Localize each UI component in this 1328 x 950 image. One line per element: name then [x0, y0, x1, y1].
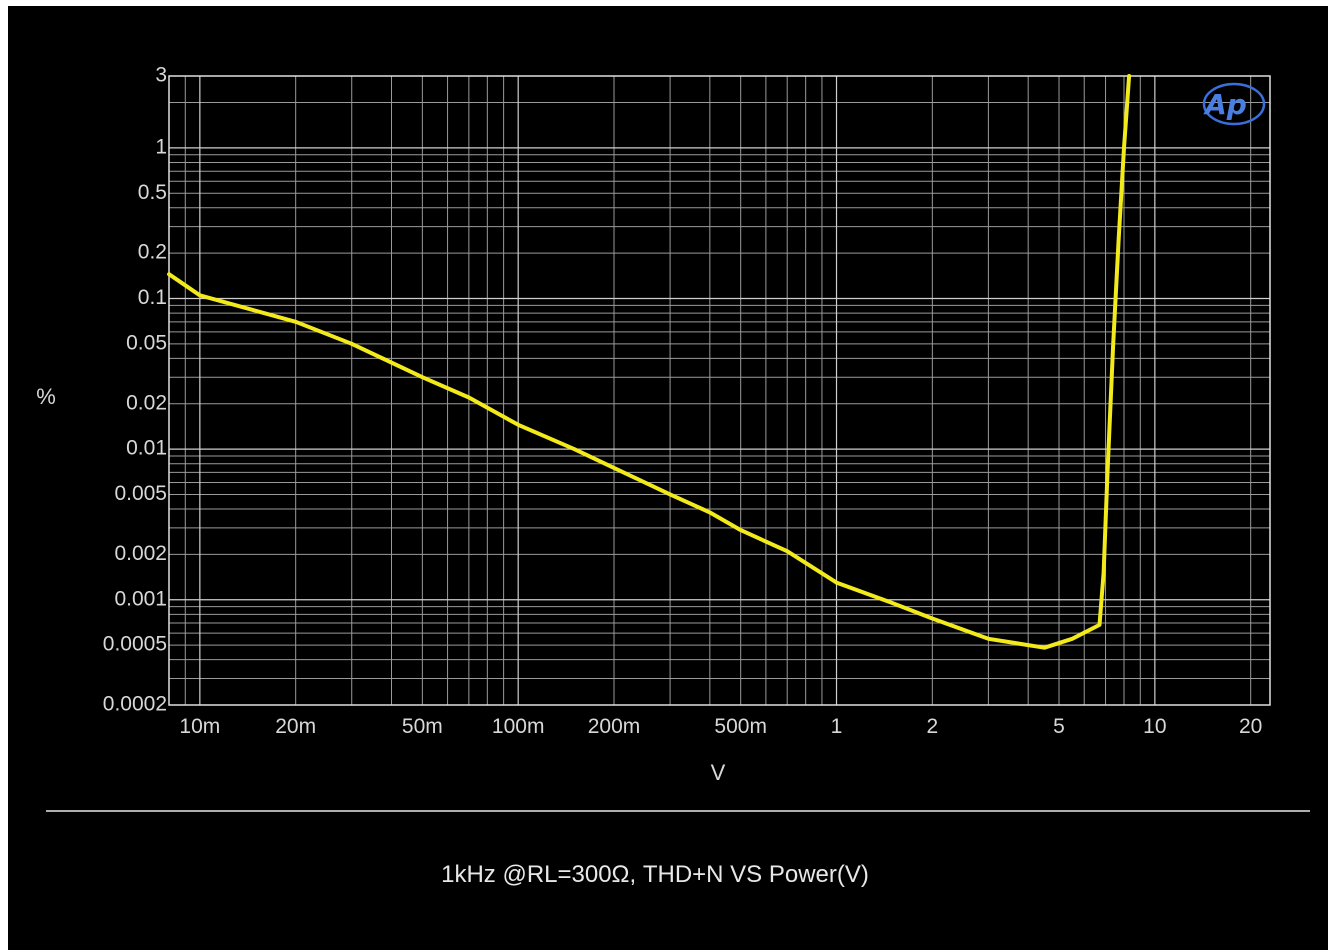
x-axis-ticks: 10m 20m 50m 100m 200m 500m 1 2 5 10 20: [179, 715, 1262, 738]
x-axis-label: V: [711, 760, 726, 785]
y-tick-label: 0.002: [114, 542, 167, 565]
x-tick-label: 500m: [714, 715, 767, 738]
ap-logo-text: Ap: [1203, 88, 1247, 121]
series-line-thdn: [167, 74, 1132, 650]
y-tick-label: 0.05: [126, 331, 167, 354]
y-tick-label: 1: [155, 135, 167, 158]
y-tick-label: 0.1: [138, 286, 167, 309]
ap-logo-ring: [1202, 82, 1266, 126]
y-axis-ticks: 3 1 0.5 0.2 0.1 0.05 0.02 0.01 0.005 0.002 0.001 0.…: [103, 64, 167, 716]
y-axis-label: %: [36, 384, 56, 409]
y-tick-label: 3: [155, 64, 167, 87]
x-tick-label: 10m: [179, 715, 220, 738]
y-tick-label: 0.5: [138, 181, 167, 204]
y-tick-label: 0.001: [114, 587, 167, 610]
major-gridlines: [169, 76, 1270, 705]
y-tick-label: 0.01: [126, 437, 167, 460]
x-tick-label: 200m: [588, 715, 641, 738]
x-tick-label: 20m: [275, 715, 316, 738]
y-tick-label: 0.0005: [103, 633, 167, 656]
x-tick-label: 50m: [402, 715, 443, 738]
thd-chart: 10m 20m 50m 100m 200m 500m 1 2 5 10 20 3 1 0.5 0.2 0.1…: [36, 64, 1310, 888]
x-tick-label: 100m: [492, 715, 545, 738]
y-tick-label: 0.2: [138, 241, 167, 264]
x-tick-label: 1: [831, 715, 843, 738]
plot-area: [168, 75, 1271, 706]
ap-logo: Ap: [1202, 82, 1266, 126]
series-group: [167, 74, 1132, 650]
x-tick-label: 5: [1053, 715, 1065, 738]
y-tick-label: 0.02: [126, 391, 167, 414]
minor-gridlines: [168, 75, 1270, 706]
chart-frame: 10m 20m 50m 100m 200m 500m 1 2 5 10 20 3 1 0.5 0.2 0.1…: [8, 6, 1328, 950]
y-tick-label: 0.005: [114, 482, 167, 505]
x-tick-label: 20: [1239, 715, 1262, 738]
chart-caption: 1kHz @RL=300Ω, THD+N VS Power(V): [441, 861, 869, 888]
x-tick-label: 10: [1143, 715, 1166, 738]
x-tick-label: 2: [927, 715, 939, 738]
y-tick-label: 0.0002: [103, 693, 167, 716]
